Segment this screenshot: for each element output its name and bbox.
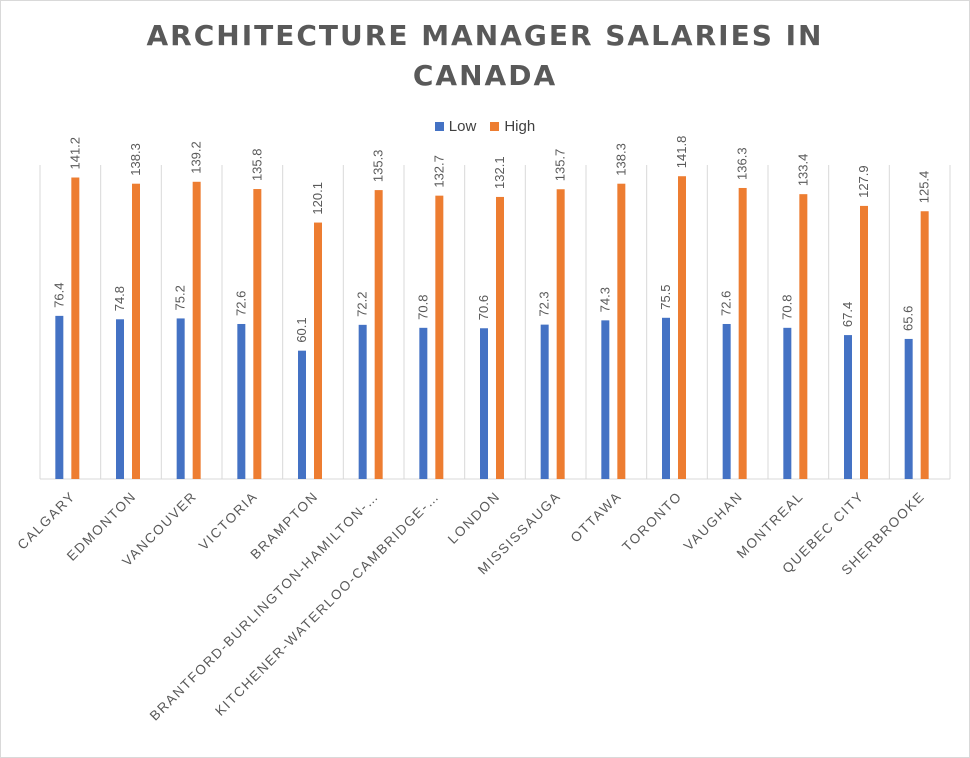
bar-high-9 xyxy=(617,183,626,479)
bar-high-5 xyxy=(374,190,383,480)
bar-low-11 xyxy=(722,323,731,479)
data-label-high-5: 135.3 xyxy=(371,150,386,183)
data-label-high-6: 132.7 xyxy=(431,155,446,188)
data-label-high-14: 125.4 xyxy=(917,171,932,204)
legend-label-low: Low xyxy=(448,118,477,135)
legend-swatch-high xyxy=(490,122,500,131)
tick-label-6: KITCHENER-WATERLOO-CAMBRIDGE-… xyxy=(212,489,442,719)
data-label-low-10: 75.5 xyxy=(658,284,673,309)
bar-high-2 xyxy=(192,181,201,480)
data-label-high-0: 141.2 xyxy=(67,137,82,170)
tick-label-11: VAUGHAN xyxy=(681,489,746,554)
bar-low-1 xyxy=(116,319,124,479)
data-label-low-0: 76.4 xyxy=(51,283,66,308)
tick-label-0: CALGARY xyxy=(14,489,78,553)
data-label-low-2: 75.2 xyxy=(173,285,188,310)
legend-item-high: High xyxy=(490,118,535,135)
bar-low-3 xyxy=(237,323,246,479)
bar-low-8 xyxy=(540,324,549,479)
bar-low-12 xyxy=(783,327,792,479)
legend-swatch-low xyxy=(434,122,444,131)
bar-low-14 xyxy=(904,338,913,479)
bar-low-4 xyxy=(298,350,306,479)
bar-high-0 xyxy=(71,177,80,479)
bar-high-10 xyxy=(678,176,686,479)
bar-low-13 xyxy=(844,335,852,479)
chart-title: ARCHITECTURE MANAGER SALARIES IN CANADA xyxy=(0,16,970,96)
bar-high-8 xyxy=(556,189,565,479)
data-label-low-12: 70.8 xyxy=(779,295,794,320)
bar-high-4 xyxy=(314,222,322,479)
data-label-high-11: 136.3 xyxy=(735,147,750,180)
tick-label-10: TORONTO xyxy=(619,489,685,555)
bar-low-7 xyxy=(480,328,488,479)
tick-label-5: BRANTFORD-BURLINGTON-HAMILTON-… xyxy=(147,489,382,724)
data-label-low-7: 70.6 xyxy=(476,295,491,320)
data-label-low-9: 74.3 xyxy=(597,287,612,312)
bar-high-11 xyxy=(738,187,747,480)
bar-low-6 xyxy=(419,327,428,479)
bar-high-1 xyxy=(132,183,140,479)
data-label-low-4: 60.1 xyxy=(294,317,309,342)
bar-high-7 xyxy=(496,196,504,480)
data-label-high-4: 120.1 xyxy=(310,182,325,215)
data-label-low-8: 72.3 xyxy=(537,291,552,316)
data-label-low-14: 65.6 xyxy=(901,306,916,331)
data-label-high-7: 132.1 xyxy=(492,156,507,189)
chart-title-line2: CANADA xyxy=(412,59,558,92)
tick-label-3: VICTORIA xyxy=(196,489,261,554)
chart-title-line1: ARCHITECTURE MANAGER SALARIES IN xyxy=(146,19,824,52)
data-label-low-5: 72.2 xyxy=(355,292,370,317)
data-label-high-3: 135.8 xyxy=(249,148,264,181)
bar-high-12 xyxy=(799,194,808,480)
data-label-high-2: 139.2 xyxy=(189,141,204,174)
bar-high-3 xyxy=(253,189,262,479)
bar-low-2 xyxy=(176,318,185,479)
data-label-low-3: 72.6 xyxy=(233,291,248,316)
bar-low-9 xyxy=(601,320,610,479)
bar-high-14 xyxy=(920,211,929,480)
tick-label-7: LONDON xyxy=(445,489,503,547)
legend: Low High xyxy=(0,118,970,135)
data-label-high-13: 127.9 xyxy=(856,165,871,198)
data-label-low-1: 74.8 xyxy=(112,286,127,311)
legend-item-low: Low xyxy=(434,118,477,135)
bar-high-6 xyxy=(435,195,444,479)
data-label-low-13: 67.4 xyxy=(840,302,855,327)
tick-label-9: OTTAWA xyxy=(568,489,625,546)
bar-high-13 xyxy=(860,205,868,480)
bar-low-10 xyxy=(662,317,670,479)
data-label-high-12: 133.4 xyxy=(795,154,810,187)
bar-low-0 xyxy=(55,315,64,479)
data-label-high-8: 135.7 xyxy=(553,149,568,182)
data-label-low-6: 70.8 xyxy=(415,295,430,320)
data-label-high-9: 138.3 xyxy=(613,143,628,176)
data-label-high-10: 141.8 xyxy=(674,136,689,169)
bar-low-5 xyxy=(358,324,367,479)
data-label-low-11: 72.6 xyxy=(719,291,734,316)
data-label-high-1: 138.3 xyxy=(128,143,143,176)
legend-label-high: High xyxy=(504,118,536,135)
